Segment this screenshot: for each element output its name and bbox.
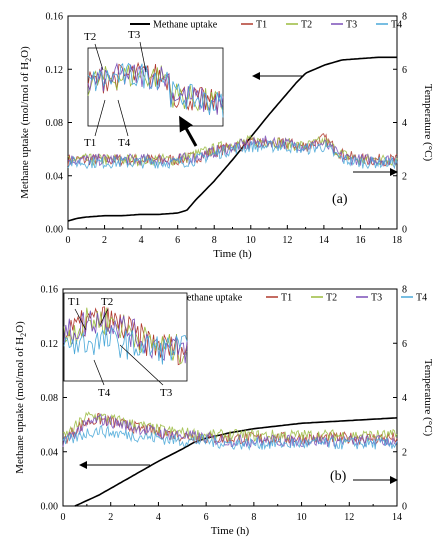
y-right-tick-label: 2 — [402, 447, 407, 458]
x-tick-label: 6 — [204, 512, 209, 523]
x-tick-label: 2 — [108, 512, 113, 523]
chart-panel-b: 0 2 4 6 8 10 12 140.000.040.080.120.1602468Time… — [14, 285, 434, 538]
legend-label: Methane uptake — [153, 20, 218, 31]
inset-label: T3 — [160, 387, 173, 399]
y-left-tick-label: 0.12 — [46, 65, 64, 76]
y-right-tick-label: 6 — [402, 65, 407, 76]
x-tick-label: 18 — [392, 235, 402, 246]
series-line-t4 — [67, 139, 398, 170]
inset-label: T2 — [101, 296, 113, 308]
legend-label: Methane uptake — [178, 293, 243, 304]
inset-label: T1 — [68, 296, 80, 308]
x-tick-label: 14 — [392, 512, 402, 523]
x-tick-label: 14 — [319, 235, 329, 246]
inset-label: T4 — [118, 137, 131, 149]
series-line-t4 — [62, 424, 398, 451]
legend-label: T1 — [281, 293, 292, 304]
panel-label: (a) — [332, 192, 348, 207]
inset-trace — [63, 327, 188, 365]
series-line-t2 — [62, 411, 398, 444]
legend-label: T2 — [301, 20, 312, 31]
y-right-tick-label: 4 — [402, 118, 407, 129]
y-right-tick-label: 8 — [402, 285, 407, 296]
x-tick-label: 4 — [139, 235, 144, 246]
x-tick-label: 8 — [251, 512, 256, 523]
y-left-axis-label: Methane uptake (mol/mol of H2O) — [19, 46, 33, 199]
x-tick-label: 4 — [156, 512, 161, 523]
x-tick-label: 0 — [66, 235, 71, 246]
y-left-tick-label: 0.16 — [46, 12, 64, 23]
series-line-t3 — [62, 413, 398, 448]
y-right-axis-label: Temperature (°C) — [422, 359, 434, 437]
inset-leader-line — [99, 308, 109, 326]
inset-leader-line — [139, 41, 147, 73]
y-left-tick-label: 0.12 — [41, 339, 59, 350]
y-left-axis-label: Methane uptake (mol/mol of H2O) — [14, 321, 28, 474]
zoom-arrow — [179, 115, 198, 147]
series-line-methane-uptake — [74, 417, 398, 507]
legend-label: T2 — [326, 293, 337, 304]
y-right-tick-label: 6 — [402, 339, 407, 350]
y-left-tick-label: 0.04 — [41, 447, 59, 458]
inset-label: T4 — [98, 387, 111, 399]
panel-label: (b) — [330, 469, 347, 484]
x-tick-label: 0 — [61, 512, 66, 523]
x-tick-label: 12 — [344, 512, 354, 523]
x-tick-label: 2 — [102, 235, 107, 246]
inset-frame — [63, 292, 188, 382]
y-right-tick-label: 0 — [402, 225, 407, 236]
y-right-tick-label: 0 — [402, 502, 407, 513]
legend-label: T3 — [371, 293, 382, 304]
inset-leader-line — [117, 99, 129, 137]
x-tick-label: 12 — [282, 235, 292, 246]
inset-leader-line — [74, 308, 87, 331]
series-line-t2 — [67, 134, 398, 167]
inset-leader-line — [94, 43, 104, 71]
legend-label: T1 — [256, 20, 267, 31]
legend-label: T4 — [391, 20, 402, 31]
y-right-tick-label: 4 — [402, 393, 407, 404]
x-tick-label: 10 — [246, 235, 256, 246]
y-left-tick-label: 0.08 — [41, 393, 59, 404]
y-left-tick-label: 0.00 — [41, 502, 59, 513]
legend-label: T3 — [346, 20, 357, 31]
inset-leader-line — [119, 344, 164, 386]
inset-label: T2 — [84, 31, 96, 43]
x-axis-label: Time (h) — [211, 525, 250, 537]
x-tick-label: 6 — [175, 235, 180, 246]
x-tick-label: 10 — [297, 512, 307, 523]
y-left-tick-label: 0.00 — [46, 225, 64, 236]
y-left-tick-label: 0.08 — [46, 118, 64, 129]
legend-label: T4 — [416, 293, 427, 304]
inset-leader-line — [93, 359, 105, 386]
inset-trace — [87, 62, 224, 118]
chart-panel-a: 0 2 4 6 8 10 12 14 16 18 0.00 0.04 0.08 0.12 0.16 0 2 4 6 8… — [19, 12, 434, 261]
x-tick-label: 8 — [212, 235, 217, 246]
y-right-axis-label: Temperature (°C) — [422, 84, 434, 162]
inset-label: T3 — [128, 29, 141, 41]
y-left-tick-label: 0.04 — [46, 171, 64, 182]
x-axis-label: Time (h) — [213, 248, 252, 260]
x-tick-label: 16 — [355, 235, 365, 246]
inset-leader-line — [94, 99, 106, 137]
y-left-tick-label: 0.16 — [41, 285, 59, 296]
inset-label: T1 — [84, 137, 96, 149]
series-line-methane-uptake — [67, 56, 397, 222]
y-right-tick-label: 8 — [402, 12, 407, 23]
inset-frame — [87, 47, 224, 127]
y-right-tick-label: 2 — [402, 171, 407, 182]
